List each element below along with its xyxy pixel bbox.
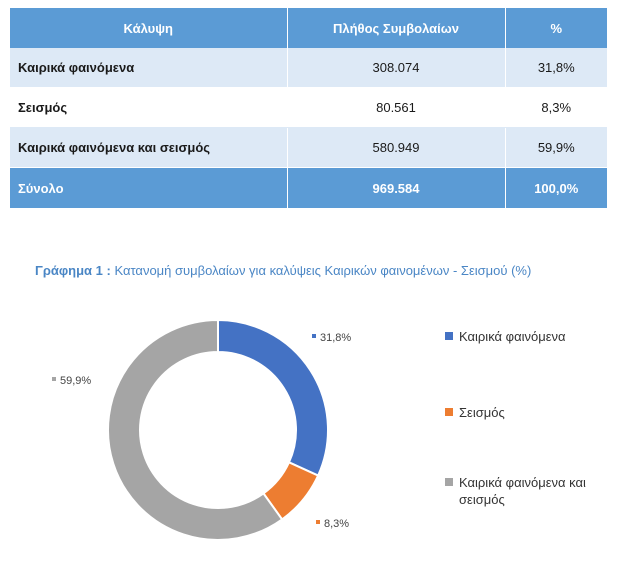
- legend-swatch: [445, 408, 453, 416]
- legend-label: Καιρικά φαινόμενα: [459, 329, 566, 344]
- data-label-marker: [316, 520, 320, 524]
- data-label-marker: [312, 334, 316, 338]
- legend-swatch: [445, 478, 453, 486]
- table-header-row: Κάλυψη Πλήθος Συμβολαίων %: [10, 8, 607, 48]
- legend-item: Καιρικά φαινόμενα: [445, 328, 566, 345]
- data-label-marker: [52, 377, 56, 381]
- legend-item: Καιρικά φαινόμενα και σεισμός: [445, 474, 615, 508]
- row-count: 308.074: [287, 48, 506, 88]
- row-count: 580.949: [287, 127, 506, 168]
- donut-slice: [262, 460, 320, 521]
- row-percent: 8,3%: [505, 87, 607, 128]
- header-coverage: Κάλυψη: [10, 8, 288, 48]
- legend-label: Καιρικά φαινόμενα και σεισμός: [459, 475, 586, 507]
- chart-title: Γράφημα 1 : Κατανομή συμβολαίων για καλύ…: [35, 263, 531, 278]
- donut-slice: [107, 318, 284, 541]
- total-label: Σύνολο: [10, 167, 288, 209]
- donut-slice: [217, 318, 329, 477]
- legend-item: Σεισμός: [445, 404, 505, 421]
- row-label: Καιρικά φαινόμενα: [10, 48, 288, 88]
- data-label: 31,8%: [320, 332, 351, 344]
- total-percent: 100,0%: [505, 167, 607, 209]
- row-count: 80.561: [287, 87, 506, 128]
- legend-swatch: [445, 332, 453, 340]
- total-count: 969.584: [287, 167, 506, 209]
- table-row: Καιρικά φαινόμενα 308.074 31,8%: [10, 48, 607, 88]
- row-label: Καιρικά φαινόμενα και σεισμός: [10, 127, 288, 168]
- table-row: Σεισμός 80.561 8,3%: [10, 87, 607, 128]
- coverage-table: Κάλυψη Πλήθος Συμβολαίων % Καιρικά φαινό…: [10, 8, 607, 209]
- table-row: Καιρικά φαινόμενα και σεισμός 580.949 59…: [10, 127, 607, 168]
- data-label: 8,3%: [324, 518, 349, 530]
- header-percent: %: [505, 8, 607, 48]
- chart-title-lead: Γράφημα 1 :: [35, 263, 111, 278]
- legend-label: Σεισμός: [459, 405, 505, 420]
- chart-title-text: Κατανομή συμβολαίων για καλύψεις Καιρικώ…: [114, 263, 532, 278]
- row-percent: 31,8%: [505, 48, 607, 88]
- total-row: Σύνολο 969.584 100,0%: [10, 167, 607, 209]
- data-label: 59,9%: [60, 375, 91, 387]
- row-percent: 59,9%: [505, 127, 607, 168]
- header-contract-count: Πλήθος Συμβολαίων: [287, 8, 506, 48]
- row-label: Σεισμός: [10, 87, 288, 128]
